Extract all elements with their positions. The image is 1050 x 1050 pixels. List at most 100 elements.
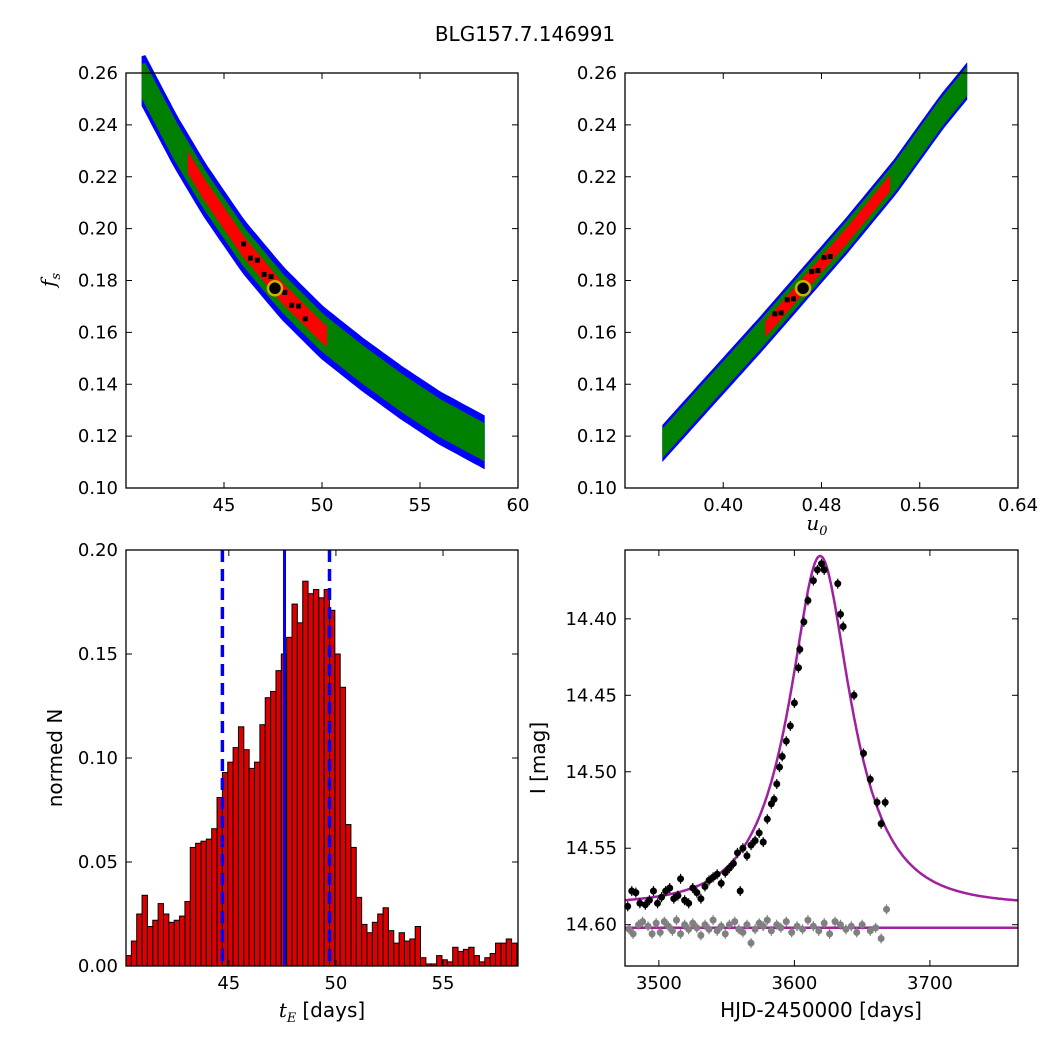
x-tick-label: 0.56 xyxy=(900,495,940,516)
x-axis-label: tE [days] xyxy=(279,998,365,1026)
y-tick-label: 0.15 xyxy=(78,644,118,665)
sample-point xyxy=(261,271,267,277)
residual-point xyxy=(672,916,680,924)
best-fit-marker xyxy=(266,280,284,297)
data-point xyxy=(641,901,649,909)
hist-bar xyxy=(457,950,464,967)
residual-point xyxy=(731,918,739,926)
y-tick-label: 0.20 xyxy=(78,540,118,561)
hist-bar xyxy=(237,726,245,967)
y-tick-label: 0.14 xyxy=(78,374,118,395)
data-point xyxy=(818,560,825,568)
hist-bar xyxy=(414,925,422,967)
data-point xyxy=(645,896,653,904)
data-point xyxy=(689,884,697,892)
residual-point xyxy=(713,927,721,935)
hist-bar xyxy=(200,840,207,967)
data-point xyxy=(786,722,794,730)
hist-bar xyxy=(345,824,352,967)
residual-point xyxy=(836,921,844,929)
residual-point xyxy=(685,925,693,933)
hist-bar xyxy=(173,919,181,967)
x-axis-label-unit: [days] xyxy=(302,998,365,1022)
plot-frame xyxy=(624,549,1019,967)
sample-point xyxy=(815,268,821,274)
residual-point xyxy=(847,922,855,930)
y-tick-label: 0.14 xyxy=(577,374,617,395)
residual-point xyxy=(793,922,801,930)
y-tick-label: 0.20 xyxy=(78,219,118,240)
residual-point xyxy=(872,924,880,932)
hist-bar xyxy=(484,957,491,967)
data-point xyxy=(839,622,847,630)
data-point xyxy=(770,795,778,803)
sample-point xyxy=(254,257,260,263)
hist-bar xyxy=(248,767,256,967)
residual-point xyxy=(777,924,785,932)
y-tick-label: 0.26 xyxy=(577,63,617,84)
x-tick-label: 55 xyxy=(432,973,455,994)
x-tick-label: 60 xyxy=(507,495,530,516)
y-tick-label: 0.12 xyxy=(577,426,617,447)
data-point xyxy=(775,763,783,771)
residual-point xyxy=(656,928,664,936)
panel-fs-vs-u0: 0.40 0.48 0.56 0.64 0.10 0.12 0.14 0.16 0.18 0.20… xyxy=(577,62,1038,539)
hist-bar xyxy=(495,942,502,967)
hist-bar xyxy=(146,925,154,967)
sample-point xyxy=(247,255,253,261)
residual-point xyxy=(693,924,701,932)
hist-bar xyxy=(179,915,186,967)
y-tick-label: 0.10 xyxy=(577,478,617,499)
residual-point xyxy=(804,916,812,924)
residual-point xyxy=(739,928,747,936)
residual-point xyxy=(689,919,697,927)
best-fit-marker xyxy=(794,280,812,297)
y-tick-label: 0.24 xyxy=(577,115,617,136)
data-point xyxy=(747,841,755,849)
residual-point xyxy=(747,939,755,947)
x-tick-label: 0.64 xyxy=(998,495,1038,516)
data-point xyxy=(790,699,798,707)
y-tick-label: 0.12 xyxy=(78,426,118,447)
hist-bar xyxy=(355,896,363,967)
residual-point xyxy=(782,918,790,926)
hist-bar xyxy=(254,761,261,967)
sample-point xyxy=(784,297,790,303)
residual-point xyxy=(721,930,729,938)
hist-bar xyxy=(264,697,272,967)
residual-point xyxy=(644,922,652,930)
contour-inner xyxy=(765,174,890,338)
residual-point xyxy=(697,931,705,939)
data-point xyxy=(881,798,889,806)
y-tick-label: 14.50 xyxy=(565,762,617,783)
data-point xyxy=(729,860,737,868)
y-axis-label: I [mag] xyxy=(526,722,550,794)
data-point xyxy=(773,780,781,788)
residual-point xyxy=(705,925,713,933)
data-point xyxy=(778,752,786,760)
data-point xyxy=(685,899,693,907)
hist-bar xyxy=(403,940,411,967)
hist-bar xyxy=(136,913,143,967)
hist-bar xyxy=(211,828,218,967)
residual-point xyxy=(677,930,685,938)
residual-point xyxy=(664,922,672,930)
x-axis-label-main: t xyxy=(279,998,288,1022)
data-point xyxy=(850,691,858,699)
residual-point xyxy=(831,918,839,926)
sample-point xyxy=(302,316,308,322)
residual-point xyxy=(815,927,823,935)
y-tick-label: 0.16 xyxy=(78,322,118,343)
data-point xyxy=(701,882,709,890)
residual-point xyxy=(725,921,733,929)
residual-point xyxy=(652,919,660,927)
y-tick-label: 0.18 xyxy=(78,271,118,292)
hist-bar xyxy=(409,938,416,967)
sample-point xyxy=(282,289,288,295)
sample-point xyxy=(268,274,274,280)
hist-bar xyxy=(286,636,293,967)
data-point xyxy=(877,820,885,828)
data-point xyxy=(654,899,662,907)
data-point xyxy=(713,870,721,878)
